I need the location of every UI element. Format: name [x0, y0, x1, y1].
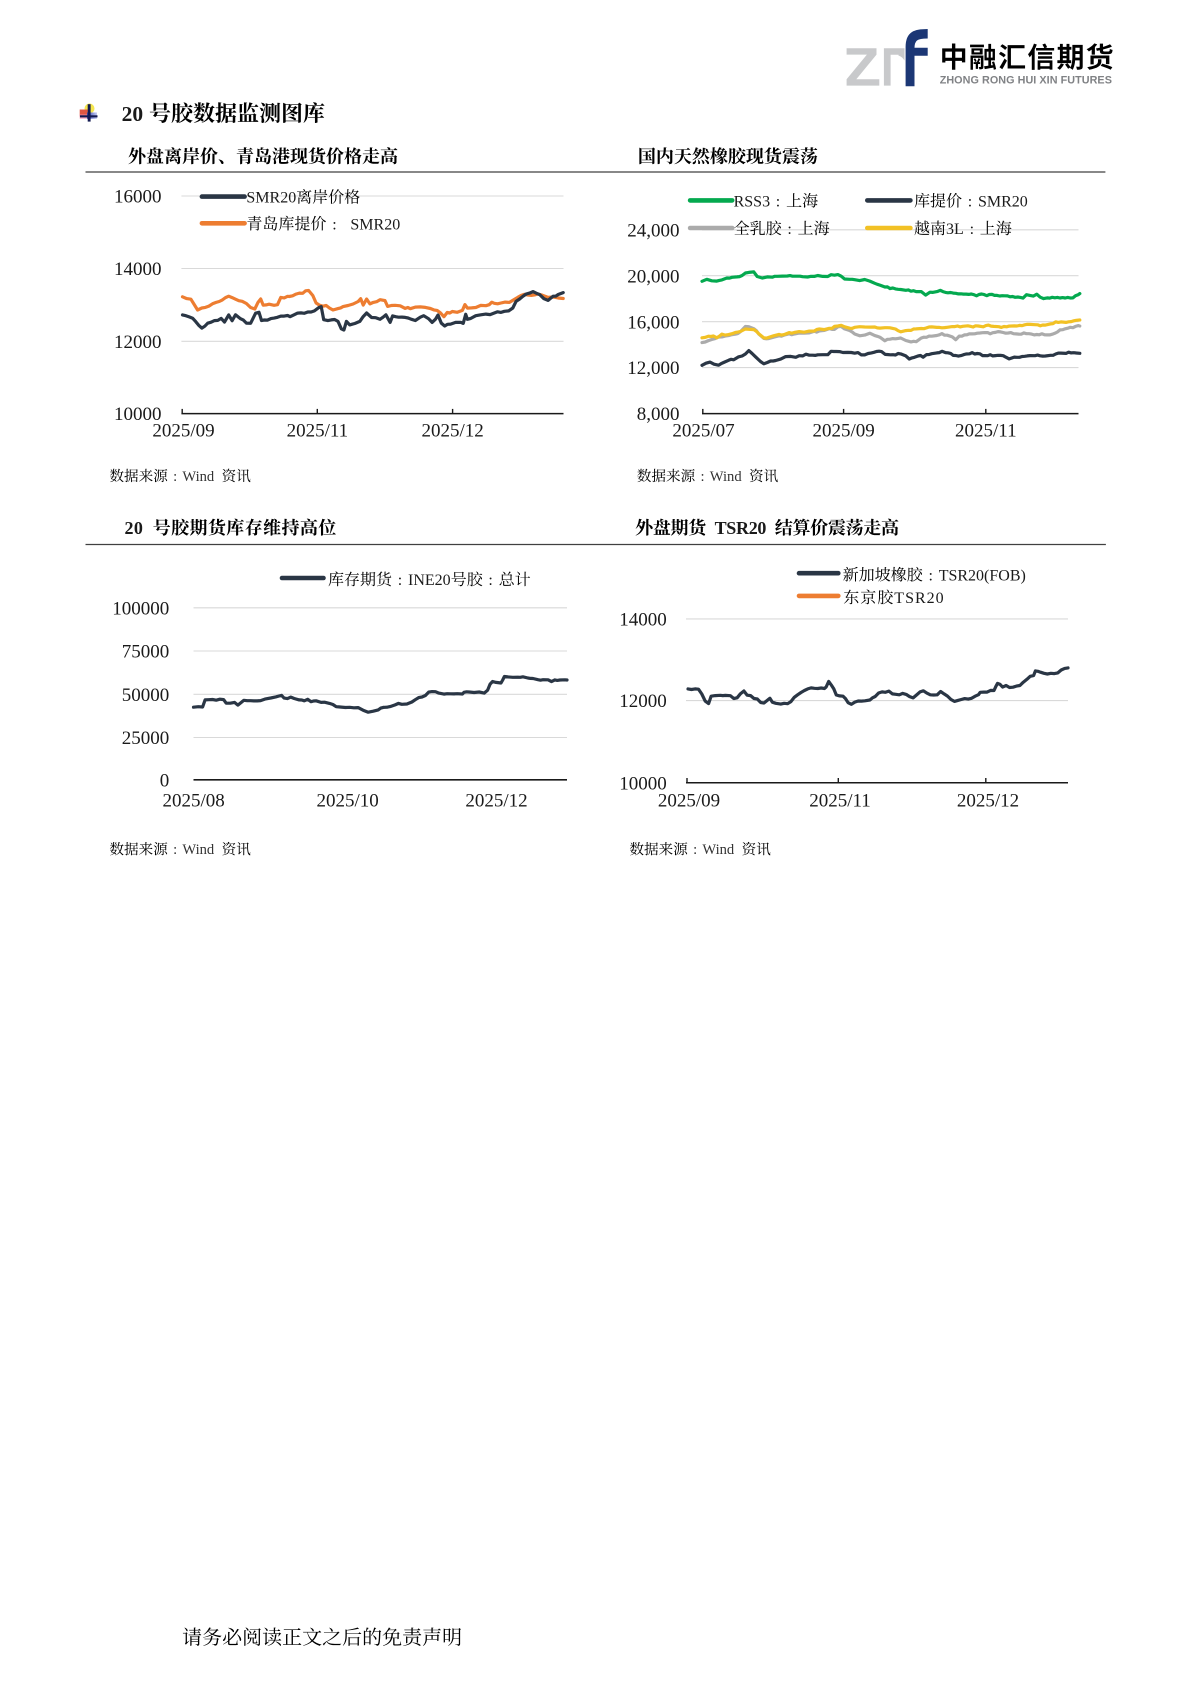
- svg-text:25000: 25000: [122, 728, 170, 749]
- svg-text:Wind: Wind: [182, 469, 215, 485]
- svg-text:20,000: 20,000: [627, 266, 679, 287]
- svg-text:10000: 10000: [114, 404, 162, 425]
- svg-text::: :: [173, 469, 177, 485]
- svg-text:TSR20: TSR20: [894, 590, 944, 607]
- svg-text:2025/12: 2025/12: [421, 420, 483, 441]
- svg-text:Wind: Wind: [182, 842, 215, 858]
- svg-text:Wind: Wind: [702, 842, 735, 858]
- svg-text:2025/12: 2025/12: [465, 791, 527, 812]
- svg-text:2025/10: 2025/10: [316, 791, 378, 812]
- svg-text:12,000: 12,000: [627, 358, 679, 379]
- svg-text:ZHONG RONG HUI XIN FUTURES: ZHONG RONG HUI XIN FUTURES: [940, 75, 1112, 87]
- svg-text:3L: 3L: [946, 221, 964, 238]
- svg-text:2025/09: 2025/09: [812, 420, 874, 441]
- svg-text::: :: [701, 469, 705, 485]
- svg-text:16,000: 16,000: [627, 312, 679, 333]
- svg-text::: :: [970, 221, 974, 238]
- svg-text:Wind: Wind: [710, 469, 743, 485]
- svg-text:100000: 100000: [112, 598, 169, 619]
- svg-text:8,000: 8,000: [637, 404, 680, 425]
- svg-text:16000: 16000: [114, 187, 162, 208]
- svg-text:2025/08: 2025/08: [162, 791, 224, 812]
- svg-text:14000: 14000: [114, 259, 162, 280]
- svg-text:75000: 75000: [122, 642, 170, 663]
- svg-text:INE20: INE20: [408, 572, 451, 589]
- svg-text:10000: 10000: [619, 773, 667, 794]
- svg-text:50000: 50000: [122, 685, 170, 706]
- svg-text:SMR20: SMR20: [246, 190, 296, 207]
- svg-text:12000: 12000: [619, 691, 667, 712]
- svg-text::: :: [968, 193, 972, 210]
- svg-text:2025/07: 2025/07: [672, 420, 734, 441]
- svg-text::: :: [929, 567, 933, 584]
- svg-text:RSS3: RSS3: [734, 193, 770, 210]
- svg-text:12000: 12000: [114, 332, 162, 353]
- svg-text:SMR20: SMR20: [350, 216, 400, 233]
- svg-text:2025/11: 2025/11: [955, 420, 1017, 441]
- svg-text::: :: [488, 572, 492, 589]
- svg-text::: :: [787, 221, 791, 238]
- svg-text:2025/12: 2025/12: [957, 791, 1019, 812]
- svg-text:20: 20: [122, 102, 144, 126]
- svg-text:SMR20: SMR20: [978, 193, 1028, 210]
- svg-text::: :: [776, 193, 780, 210]
- svg-text:0: 0: [160, 770, 170, 791]
- svg-text::: :: [332, 216, 336, 233]
- svg-text:TSR20: TSR20: [715, 518, 767, 538]
- svg-text::: :: [693, 842, 697, 858]
- svg-text:2025/09: 2025/09: [658, 791, 720, 812]
- svg-text::: :: [398, 572, 402, 589]
- svg-text:2025/11: 2025/11: [809, 791, 871, 812]
- svg-text:2025/09: 2025/09: [152, 420, 214, 441]
- svg-text:14000: 14000: [619, 610, 667, 631]
- svg-text::: :: [173, 842, 177, 858]
- svg-text:20: 20: [125, 518, 144, 538]
- svg-text:24,000: 24,000: [627, 220, 679, 241]
- svg-text:2025/11: 2025/11: [287, 420, 349, 441]
- svg-text:TSR20(FOB): TSR20(FOB): [939, 567, 1026, 584]
